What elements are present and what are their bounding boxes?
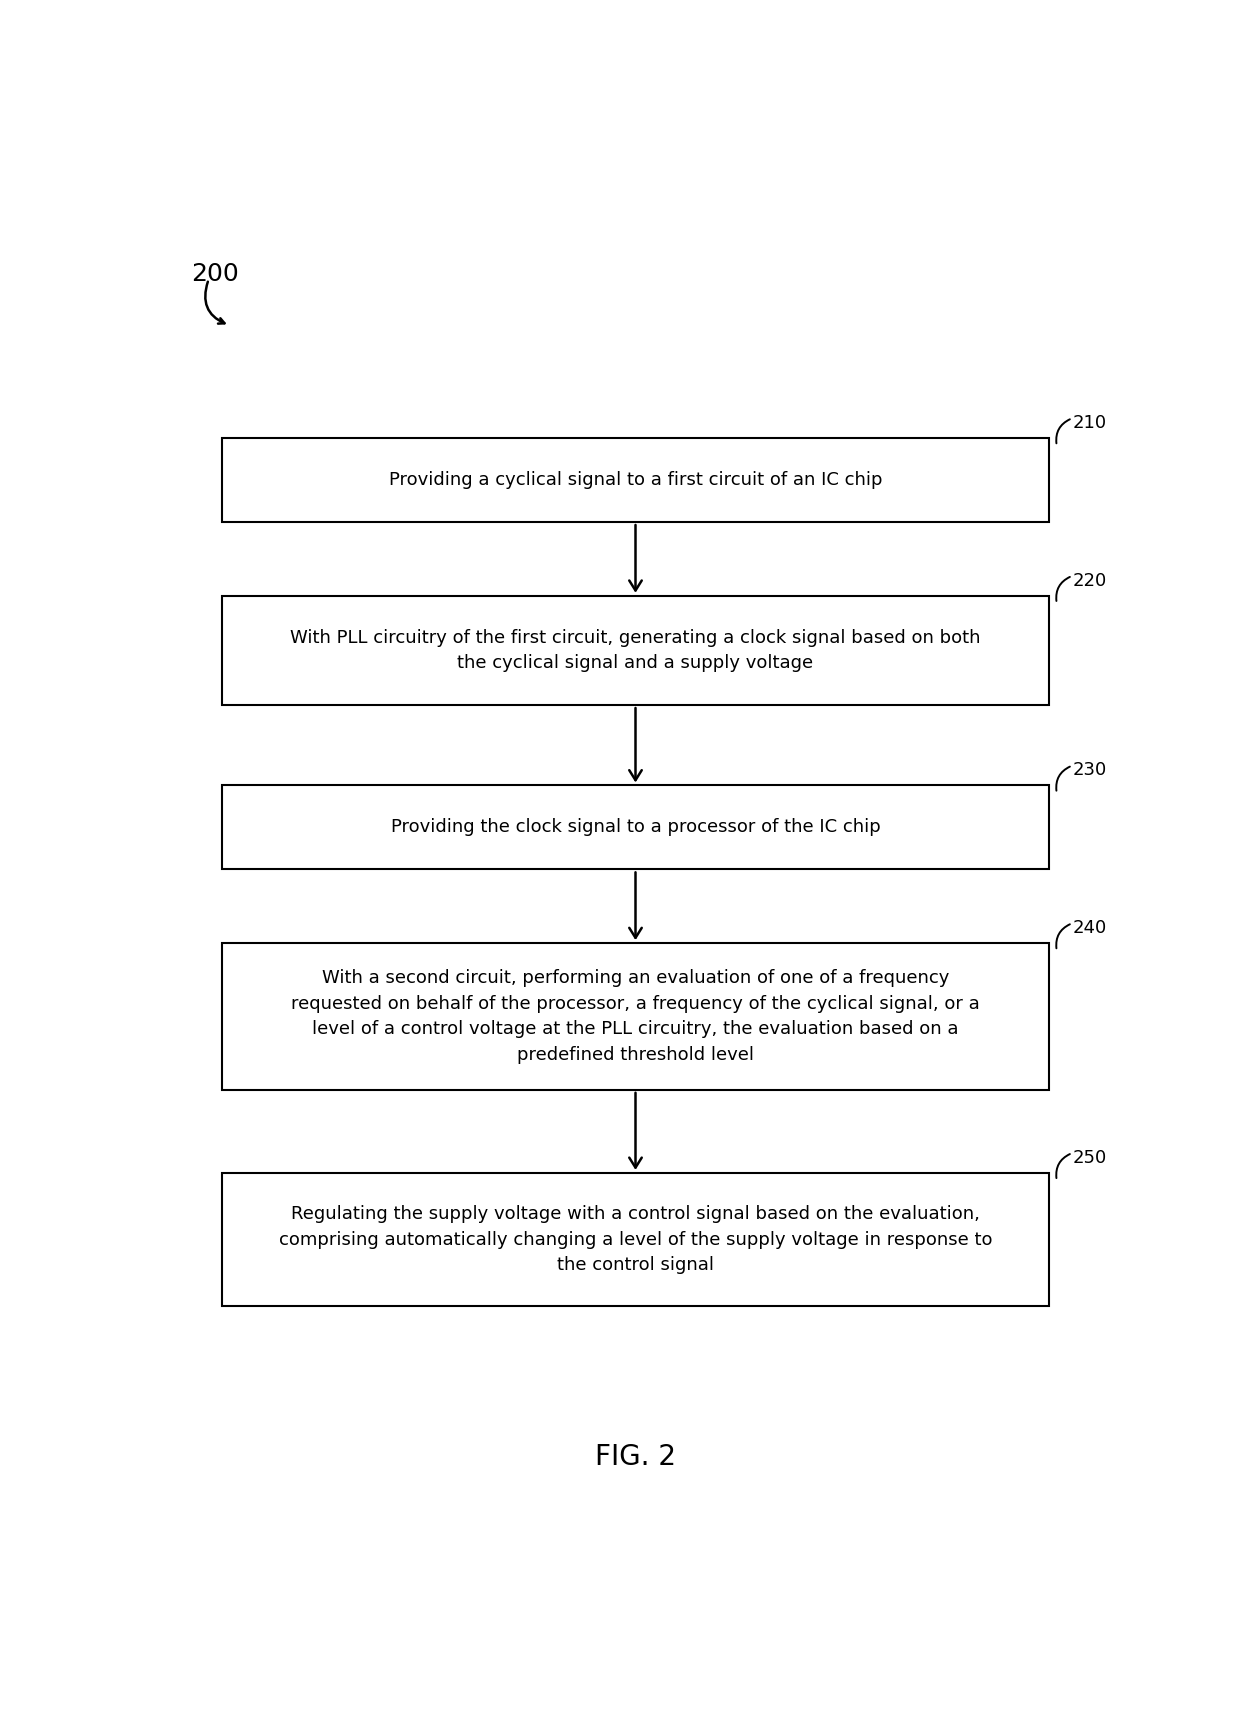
Text: With a second circuit, performing an evaluation of one of a frequency
requested : With a second circuit, performing an eva… [291, 968, 980, 1064]
FancyArrowPatch shape [1056, 420, 1070, 444]
Bar [222, 786, 1049, 869]
Text: With PLL circuitry of the first circuit, generating a clock signal based on both: With PLL circuitry of the first circuit,… [290, 628, 981, 671]
Bar [222, 595, 1049, 704]
Text: 250: 250 [1073, 1149, 1107, 1166]
FancyArrowPatch shape [1056, 767, 1070, 791]
FancyArrowPatch shape [206, 281, 224, 324]
Bar [222, 1173, 1049, 1306]
Text: Providing a cyclical signal to a first circuit of an IC chip: Providing a cyclical signal to a first c… [389, 472, 882, 489]
Text: 230: 230 [1073, 762, 1107, 779]
Text: 200: 200 [191, 262, 239, 286]
FancyArrowPatch shape [1056, 925, 1070, 949]
Text: 240: 240 [1073, 920, 1107, 937]
Bar [222, 944, 1049, 1090]
FancyArrowPatch shape [1056, 1154, 1070, 1178]
Text: Regulating the supply voltage with a control signal based on the evaluation,
com: Regulating the supply voltage with a con… [279, 1204, 992, 1273]
Text: Providing the clock signal to a processor of the IC chip: Providing the clock signal to a processo… [391, 819, 880, 836]
FancyArrowPatch shape [1056, 578, 1070, 600]
Text: 210: 210 [1073, 415, 1107, 432]
Text: 220: 220 [1073, 571, 1107, 590]
Text: FIG. 2: FIG. 2 [595, 1444, 676, 1471]
Bar [222, 437, 1049, 522]
